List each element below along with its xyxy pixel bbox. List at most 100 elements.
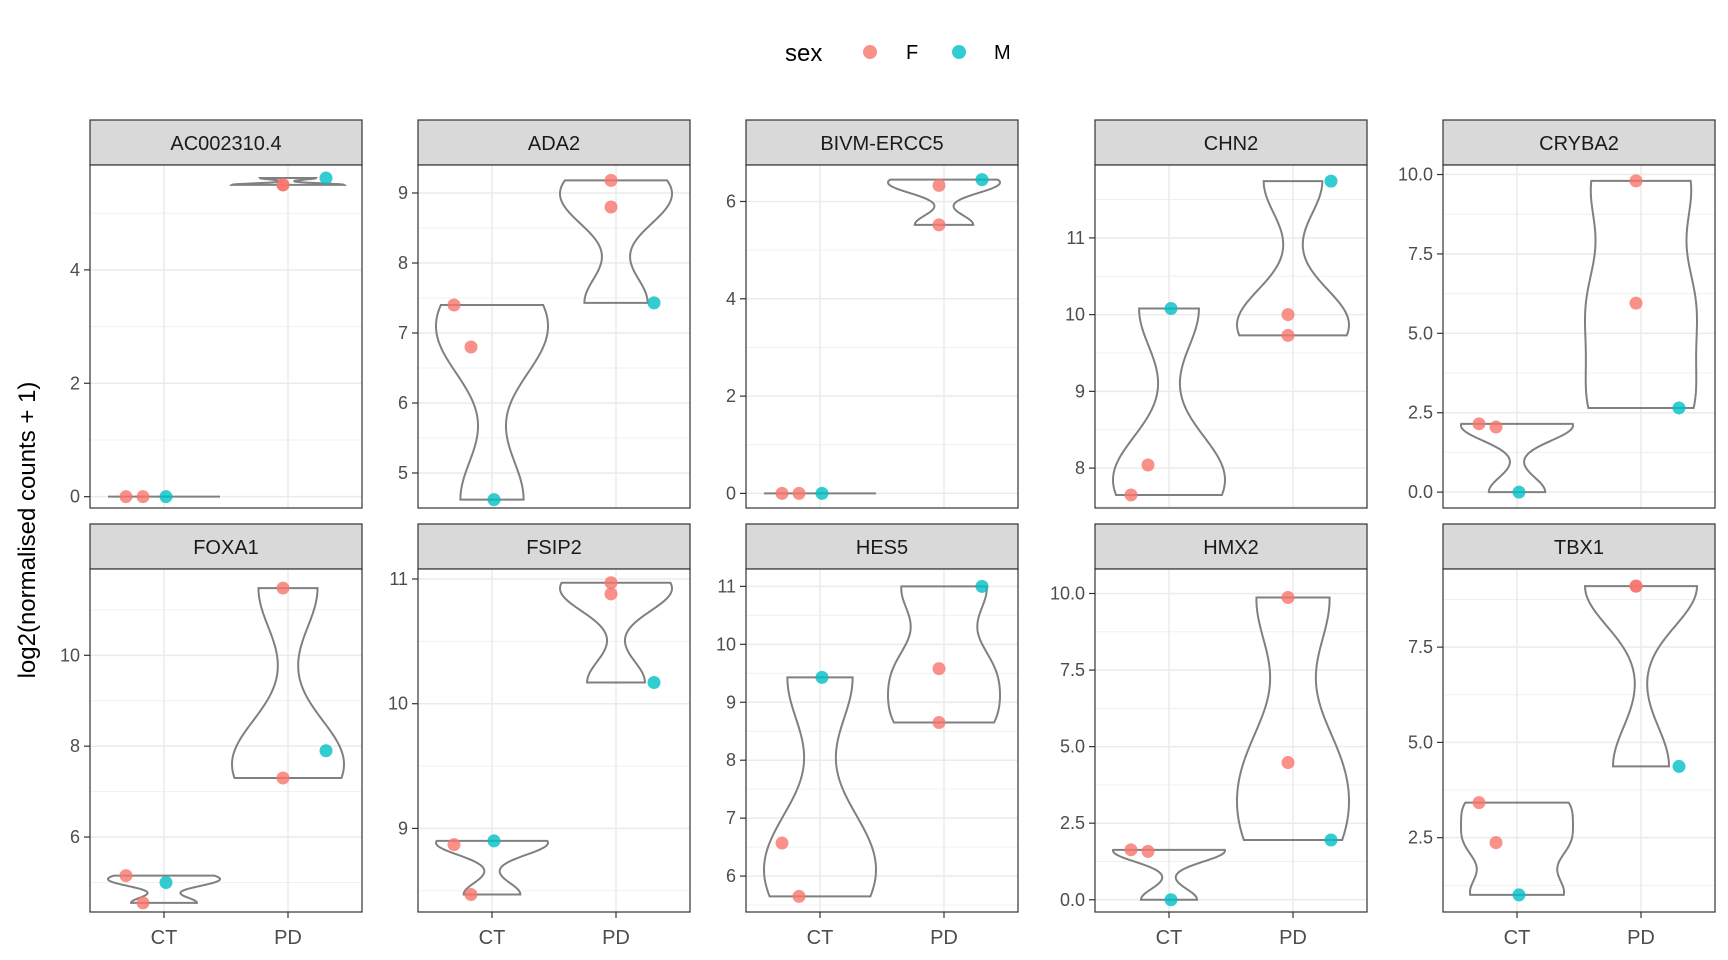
violin-pd xyxy=(558,581,674,684)
facet-tbx1: TBX1 2.5 5.0 7.5 CT PD xyxy=(1408,523,1716,949)
data-point-ct-f xyxy=(1124,843,1138,857)
data-point-ct-f xyxy=(136,896,150,910)
panel-border xyxy=(417,164,691,509)
data-point-pd-f xyxy=(932,662,946,676)
data-point-ct-f xyxy=(1124,488,1138,502)
y-tick-label: 7.5 xyxy=(1408,244,1433,264)
violin-pd xyxy=(228,177,348,186)
y-tick-label: 9 xyxy=(398,183,408,203)
facet-chn2: CHN2 8 9 10 11 xyxy=(1065,119,1368,509)
facet-fsip2: FSIP2 9 10 11 CT PD xyxy=(388,523,691,949)
data-point-pd-f xyxy=(276,581,290,595)
y-tick-label: 5.0 xyxy=(1408,732,1433,752)
violin-pd xyxy=(1583,585,1699,768)
data-point-pd-f xyxy=(604,200,618,214)
data-point-ct-m xyxy=(815,670,829,684)
legend-label-m: M xyxy=(994,42,1011,64)
facet-strip xyxy=(745,119,1019,166)
facet-strip-label: HMX2 xyxy=(1203,537,1259,559)
y-tick-label: 6 xyxy=(398,393,408,413)
violin-pd xyxy=(886,178,1002,226)
panel-border xyxy=(1442,568,1716,913)
x-tick-label-pd: PD xyxy=(602,927,630,949)
facet-ac002310.4: AC002310.4 0 2 4 xyxy=(70,119,363,509)
data-point-pd-m xyxy=(1324,833,1338,847)
facet-strip-label: FOXA1 xyxy=(193,537,259,559)
panel-border xyxy=(89,568,363,913)
data-point-ct-m xyxy=(1512,485,1526,499)
data-point-pd-f xyxy=(1281,308,1295,322)
y-tick-label: 9 xyxy=(1075,381,1085,401)
data-point-ct-f xyxy=(1472,417,1486,431)
y-tick-label: 4 xyxy=(70,260,80,280)
legend-label-f: F xyxy=(906,42,918,64)
y-tick-label: 0 xyxy=(70,487,80,507)
y-tick-label: 2 xyxy=(70,373,80,393)
data-point-pd-m xyxy=(975,173,989,187)
y-tick-label: 8 xyxy=(70,736,80,756)
data-point-pd-m xyxy=(647,296,661,310)
y-tick-label: 10 xyxy=(716,634,736,654)
data-point-ct-f xyxy=(1472,796,1486,810)
facet-strip xyxy=(1442,119,1716,166)
legend-key-f xyxy=(863,45,877,59)
y-tick-label: 11 xyxy=(389,569,408,589)
data-point-ct-f xyxy=(1141,458,1155,472)
panel-background xyxy=(746,569,1018,912)
facet-strip-label: BIVM-ERCC5 xyxy=(820,133,943,155)
data-point-pd-f xyxy=(604,587,618,601)
data-point-pd-f xyxy=(276,178,290,192)
y-tick-label: 10.0 xyxy=(1050,584,1085,604)
data-point-ct-m xyxy=(159,875,173,889)
y-tick-label: 5.0 xyxy=(1060,737,1085,757)
data-point-pd-f xyxy=(1629,296,1643,310)
facet-foxa1: FOXA1 6 8 10 CT PD xyxy=(60,523,363,949)
data-point-ct-f xyxy=(1489,420,1503,434)
y-tick-label: 5 xyxy=(398,463,408,483)
data-point-pd-m xyxy=(319,171,333,185)
facet-strip-label: HES5 xyxy=(856,537,908,559)
data-point-pd-f xyxy=(1629,174,1643,188)
y-tick-label: 7 xyxy=(726,808,736,828)
panel-background xyxy=(1443,165,1715,508)
violin-pd xyxy=(1235,180,1351,337)
data-point-pd-m xyxy=(1672,401,1686,415)
data-point-pd-m xyxy=(1324,174,1338,188)
violin-pd xyxy=(886,585,1002,724)
facet-strip-label: CHN2 xyxy=(1204,133,1258,155)
panel-border xyxy=(89,164,363,509)
data-point-ct-f xyxy=(136,490,150,504)
y-tick-label: 7 xyxy=(398,323,408,343)
violin-pd xyxy=(230,587,346,779)
data-point-ct-m xyxy=(1164,301,1178,315)
data-point-pd-f xyxy=(1281,590,1295,604)
violin-ct xyxy=(1459,422,1575,494)
violin-pd xyxy=(1235,596,1351,842)
panel-border xyxy=(1094,568,1368,913)
panel-background xyxy=(418,569,690,912)
x-tick-label-ct: CT xyxy=(479,927,506,949)
facet-bivm-ercc5: BIVM-ERCC5 0 2 4 6 xyxy=(726,119,1019,509)
panel-background xyxy=(746,165,1018,508)
data-point-ct-f xyxy=(792,889,806,903)
y-tick-label: 8 xyxy=(398,253,408,273)
violin-pd xyxy=(1583,179,1699,409)
data-point-ct-f xyxy=(464,888,478,902)
data-point-ct-f xyxy=(775,836,789,850)
facet-strip-label: TBX1 xyxy=(1554,537,1604,559)
facet-panels: AC002310.4 0 2 4 ADA2 5 6 7 8 9 BIVM-ERCC5 0 2 4 6 CHN2… xyxy=(60,119,1716,949)
data-point-pd-m xyxy=(1672,759,1686,773)
data-point-ct-f xyxy=(119,869,133,883)
violin-ct xyxy=(435,304,549,501)
x-tick-label-pd: PD xyxy=(1627,927,1655,949)
data-point-pd-f xyxy=(604,576,618,590)
data-point-pd-m xyxy=(975,579,989,593)
data-point-ct-f xyxy=(775,486,789,500)
y-tick-label: 10.0 xyxy=(1398,165,1433,185)
data-point-ct-m xyxy=(487,834,501,848)
facet-strip xyxy=(89,523,363,570)
legend-title: sex xyxy=(785,40,822,67)
legend: sex F M xyxy=(785,40,1011,67)
facet-ada2: ADA2 5 6 7 8 9 xyxy=(398,119,691,509)
